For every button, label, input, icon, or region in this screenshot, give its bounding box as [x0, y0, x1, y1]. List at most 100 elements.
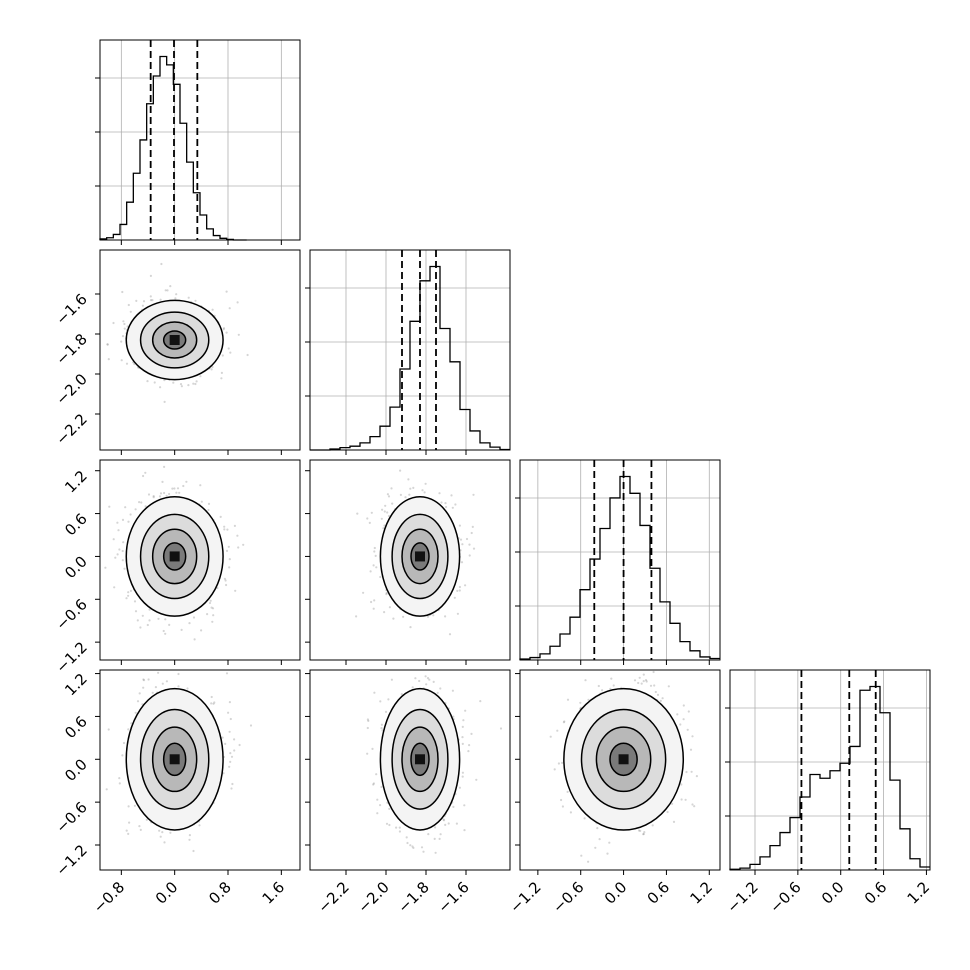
sample-point: [471, 525, 474, 528]
sample-point: [432, 680, 435, 683]
sample-point: [153, 381, 156, 384]
sample-point: [186, 687, 189, 690]
sample-point: [461, 725, 464, 728]
sample-point: [426, 615, 430, 618]
sample-point: [151, 691, 154, 694]
sample-point: [409, 626, 412, 629]
sample-point: [168, 492, 171, 496]
sample-point: [612, 684, 615, 687]
sample-point: [679, 723, 682, 726]
sample-point: [685, 770, 688, 774]
histogram-panel-2: [305, 249, 511, 455]
sample-point: [606, 852, 609, 855]
sample-point: [421, 489, 424, 492]
sample-point: [566, 790, 569, 793]
sample-point: [127, 728, 130, 731]
sample-point: [356, 512, 359, 515]
sample-point: [369, 570, 372, 573]
sample-point: [129, 310, 132, 313]
sample-point: [108, 505, 111, 508]
x-tick-label: −1.6: [434, 878, 472, 916]
sample-point: [383, 611, 386, 614]
sample-point: [686, 728, 689, 731]
sample-point: [237, 546, 240, 549]
sample-point: [165, 680, 168, 683]
sample-point: [140, 501, 143, 504]
sample-point: [587, 860, 590, 863]
sample-point: [118, 777, 121, 780]
sample-point: [160, 262, 163, 266]
sample-point: [380, 517, 383, 520]
sample-point: [439, 833, 442, 836]
sample-point: [560, 798, 563, 802]
density-peak: [169, 551, 180, 562]
sample-point: [468, 744, 471, 747]
sample-point: [693, 805, 696, 808]
sample-point: [121, 335, 125, 338]
sample-point: [173, 487, 176, 490]
sample-point: [220, 371, 223, 374]
x-tick-label: −1.2: [723, 878, 761, 916]
sample-point: [499, 727, 503, 730]
sample-point: [227, 545, 230, 548]
x-tick-label: −0.6: [766, 878, 804, 916]
sample-point: [125, 362, 129, 365]
sample-point: [583, 817, 586, 820]
sample-point: [242, 543, 245, 546]
sample-point: [418, 679, 421, 683]
sample-point: [144, 471, 147, 474]
sample-point: [139, 828, 142, 831]
sample-point: [444, 823, 447, 826]
sample-point: [463, 829, 466, 832]
sample-point: [233, 524, 236, 527]
sample-point: [637, 829, 641, 832]
sample-point: [171, 487, 174, 490]
sample-point: [230, 787, 233, 790]
sample-point: [146, 380, 149, 383]
sample-point: [549, 735, 552, 738]
sample-point: [236, 534, 239, 537]
panel-frame: [99, 459, 301, 661]
sample-point: [195, 380, 198, 383]
density-panel-2-1: [95, 249, 301, 455]
sample-point: [157, 617, 160, 620]
sample-point: [162, 629, 165, 633]
sample-point: [125, 829, 128, 832]
x-tick-label: 1.2: [687, 878, 717, 908]
sample-point: [447, 822, 450, 825]
sample-point: [124, 506, 127, 509]
sample-point: [233, 749, 236, 752]
sample-point: [192, 382, 195, 385]
sample-point: [442, 818, 445, 821]
sample-point: [384, 504, 387, 507]
sample-point: [680, 783, 683, 786]
sample-point: [381, 508, 384, 511]
sample-point: [122, 541, 125, 544]
sample-point: [158, 829, 161, 832]
contour-line: [401, 726, 439, 793]
sample-point: [172, 381, 175, 384]
sample-point: [225, 549, 229, 552]
sample-point: [368, 521, 371, 524]
sample-point: [453, 596, 456, 599]
sample-point: [423, 491, 426, 494]
sample-point: [134, 610, 138, 613]
sample-point: [148, 619, 151, 622]
sample-point: [175, 293, 178, 296]
panel-content: [105, 671, 253, 881]
sample-point: [563, 720, 566, 723]
sample-point: [475, 778, 478, 781]
sample-point: [128, 879, 130, 881]
sample-point: [142, 686, 145, 689]
sample-point: [375, 773, 378, 776]
sample-point: [467, 656, 469, 658]
sample-point: [456, 589, 459, 592]
contour-line: [125, 495, 224, 617]
panel-frame: [729, 669, 931, 871]
sample-point: [134, 508, 137, 511]
sample-point: [366, 726, 369, 730]
x-tick-label: −2.2: [314, 878, 352, 916]
sample-point: [366, 718, 369, 721]
sample-point: [164, 632, 167, 635]
panel-frame: [309, 459, 511, 661]
